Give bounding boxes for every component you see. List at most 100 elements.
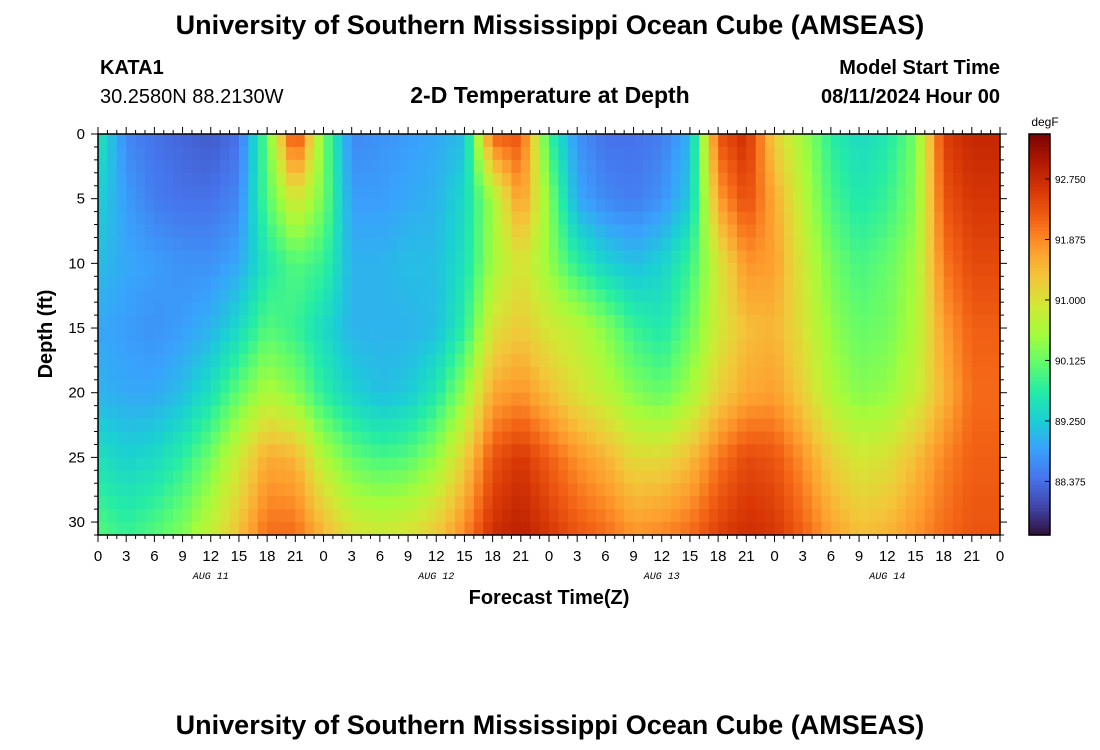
heatmap-cell [351, 353, 362, 368]
heatmap-cell [802, 224, 813, 239]
heatmap-cell [483, 353, 494, 368]
heatmap-cell [896, 159, 907, 174]
heatmap-cell [906, 211, 917, 226]
heatmap-cell [558, 366, 569, 381]
heatmap-cell [680, 379, 691, 394]
heatmap-cell [699, 302, 710, 316]
model-start-label: Model Start Time [839, 57, 1000, 79]
heatmap-cell [605, 457, 616, 471]
heatmap-cell [652, 483, 663, 497]
heatmap-cell [304, 444, 315, 458]
heatmap-cell [595, 418, 606, 433]
heatmap-cell [746, 353, 757, 368]
heatmap-cell [802, 522, 813, 535]
heatmap-cell [680, 185, 691, 200]
heatmap-cell [389, 431, 400, 446]
heatmap-cell [135, 198, 146, 213]
heatmap-cell [812, 134, 823, 148]
heatmap-cell [859, 302, 870, 316]
heatmap-cell [943, 263, 954, 277]
heatmap-cell [257, 276, 268, 290]
heatmap-cell [248, 457, 259, 471]
heatmap-cell [680, 483, 691, 497]
heatmap-cell [210, 328, 221, 342]
colorbar-swatch [1029, 377, 1050, 382]
heatmap-cell [971, 198, 982, 213]
heatmap-cell [342, 198, 353, 213]
heatmap-cell [173, 211, 184, 226]
heatmap-cells [98, 134, 1000, 535]
heatmap-cell [821, 224, 832, 239]
heatmap-cell [812, 470, 823, 484]
heatmap-cell [746, 250, 757, 264]
heatmap-cell [116, 340, 127, 355]
heatmap-cell [502, 159, 513, 174]
heatmap-cell [802, 392, 813, 407]
heatmap-cell [859, 522, 870, 535]
heatmap-cell [962, 250, 973, 264]
heatmap-cell [680, 340, 691, 355]
heatmap-cell [793, 496, 804, 510]
heatmap-cell [906, 444, 917, 458]
heatmap-cell [238, 263, 249, 277]
heatmap-cell [351, 159, 362, 174]
heatmap-cell [783, 470, 794, 484]
heatmap-cell [126, 159, 137, 174]
heatmap-cell [201, 328, 212, 342]
heatmap-cell [830, 276, 841, 290]
colorbar-swatch [1029, 504, 1050, 509]
heatmap-cell [990, 366, 1000, 381]
heatmap-cell [755, 211, 766, 226]
heatmap-cell [379, 134, 390, 148]
heatmap-cell [417, 496, 428, 510]
heatmap-cell [304, 224, 315, 239]
heatmap-cell [915, 289, 926, 303]
heatmap-cell [182, 379, 193, 394]
heatmap-cell [116, 263, 127, 277]
colorbar-swatch [1029, 414, 1050, 419]
heatmap-cell [680, 211, 691, 226]
heatmap-cell [201, 522, 212, 535]
heatmap-cell [990, 146, 1000, 161]
heatmap-cell [586, 250, 597, 264]
heatmap-cell [182, 250, 193, 264]
heatmap-cell [370, 315, 381, 329]
heatmap-cell [426, 134, 437, 148]
heatmap-cell [549, 224, 559, 239]
heatmap-cell [154, 276, 165, 290]
heatmap-cell [736, 250, 747, 264]
heatmap-cell [689, 457, 700, 471]
heatmap-cell [699, 263, 710, 277]
colorbar-swatch [1029, 424, 1050, 429]
heatmap-cell [549, 418, 559, 433]
heatmap-cell [144, 470, 155, 484]
heatmap-cell [849, 289, 860, 303]
heatmap-cell [755, 185, 766, 200]
heatmap-cell [802, 509, 813, 523]
heatmap-cell [455, 289, 466, 303]
heatmap-cell [238, 405, 249, 420]
heatmap-cell [774, 431, 785, 446]
heatmap-cell [624, 496, 635, 510]
heatmap-cell [426, 470, 437, 484]
heatmap-cell [849, 172, 860, 187]
heatmap-cell [840, 276, 851, 290]
heatmap-cell [163, 379, 174, 394]
heatmap-cell [680, 146, 691, 161]
heatmap-cell [746, 198, 757, 213]
heatmap-cell [943, 134, 954, 148]
heatmap-cell [802, 302, 813, 316]
heatmap-cell [276, 250, 287, 264]
heatmap-cell [680, 366, 691, 381]
heatmap-cell [906, 340, 917, 355]
heatmap-cell [577, 418, 588, 433]
heatmap-cell [793, 159, 804, 174]
heatmap-cell [736, 172, 747, 187]
heatmap-cell [220, 276, 231, 290]
heatmap-cell [464, 198, 475, 213]
heatmap-cell [840, 237, 851, 252]
heatmap-cell [107, 392, 118, 407]
heatmap-cell [549, 431, 559, 446]
colorbar-swatch [1029, 387, 1050, 392]
heatmap-cell [849, 198, 860, 213]
